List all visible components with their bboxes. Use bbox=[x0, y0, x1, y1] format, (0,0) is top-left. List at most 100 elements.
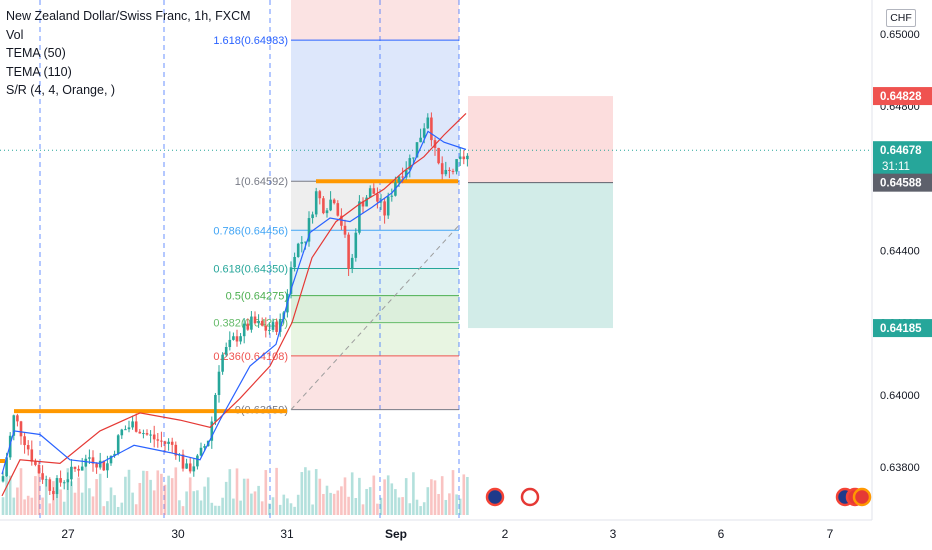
event-flag-icon-1 bbox=[520, 487, 540, 507]
volume-bar-75 bbox=[271, 497, 275, 515]
volume-bar-56 bbox=[203, 486, 206, 515]
legend-indicator-tema50[interactable]: TEMA (50) bbox=[6, 46, 66, 61]
candle-body-11 bbox=[41, 473, 44, 480]
candle-body-77 bbox=[278, 319, 282, 332]
candle-body-90 bbox=[325, 210, 329, 214]
candle-body-17 bbox=[62, 482, 66, 484]
volume-bar-42 bbox=[152, 490, 156, 515]
candle-body-97 bbox=[350, 257, 354, 269]
candle-body-73 bbox=[264, 325, 268, 331]
volume-bar-98 bbox=[354, 498, 358, 515]
candle-body-40 bbox=[145, 433, 149, 435]
volume-bar-18 bbox=[66, 468, 70, 515]
candle-body-98 bbox=[354, 232, 358, 258]
y-tick-3: 0.64400 bbox=[880, 245, 920, 257]
volume-bar-120 bbox=[433, 480, 437, 515]
volume-bar-53 bbox=[192, 491, 196, 515]
volume-bar-13 bbox=[48, 503, 52, 515]
volume-bar-91 bbox=[329, 492, 332, 515]
candle-body-48 bbox=[174, 444, 178, 456]
volume-bar-69 bbox=[250, 493, 253, 515]
candle-body-14 bbox=[52, 490, 55, 495]
volume-bar-1 bbox=[5, 471, 8, 515]
candle-body-93 bbox=[336, 203, 340, 216]
candle-body-12 bbox=[44, 479, 48, 481]
candle-body-33 bbox=[120, 429, 124, 436]
currency-button[interactable]: CHF bbox=[886, 9, 916, 27]
volume-bar-35 bbox=[127, 469, 131, 515]
candle-body-13 bbox=[48, 479, 52, 491]
volume-bar-8 bbox=[30, 497, 34, 515]
volume-bar-125 bbox=[451, 470, 455, 515]
candle-body-110 bbox=[397, 176, 401, 183]
candle-body-43 bbox=[156, 439, 160, 441]
volume-bar-9 bbox=[34, 476, 37, 515]
volume-bar-102 bbox=[368, 487, 372, 515]
candle-body-105 bbox=[379, 201, 383, 203]
price-label-2: 0.64588 bbox=[880, 178, 922, 190]
candle-body-16 bbox=[59, 478, 62, 483]
fib-zone-top-red bbox=[291, 0, 459, 41]
y-tick-6: 0.63800 bbox=[880, 462, 920, 474]
volume-bar-114 bbox=[412, 472, 415, 515]
candle-body-24 bbox=[88, 457, 91, 459]
candle-body-119 bbox=[430, 117, 433, 141]
candle-body-6 bbox=[23, 436, 26, 446]
position-target-zone bbox=[468, 182, 613, 329]
volume-bar-128 bbox=[462, 474, 466, 515]
volume-bar-26 bbox=[95, 479, 98, 515]
legend-indicator-sr[interactable]: S/R (4, 4, Orange, ) bbox=[6, 83, 116, 98]
candle-body-54 bbox=[196, 455, 199, 467]
volume-bar-116 bbox=[419, 506, 422, 515]
legend-indicator-vol[interactable]: Vol bbox=[6, 27, 24, 42]
candle-body-114 bbox=[412, 157, 415, 159]
volume-bar-81 bbox=[293, 506, 296, 515]
volume-bar-66 bbox=[239, 500, 242, 515]
price-label-bg-1 bbox=[873, 141, 932, 176]
y-tick-5: 0.64000 bbox=[880, 390, 920, 402]
event-flag-circle-1 bbox=[520, 487, 540, 507]
candle-body-4 bbox=[16, 415, 19, 422]
candle-body-100 bbox=[361, 201, 365, 207]
volume-bar-37 bbox=[134, 504, 138, 515]
volume-bar-58 bbox=[210, 502, 214, 515]
volume-bar-124 bbox=[448, 493, 451, 515]
candle-body-115 bbox=[415, 142, 419, 158]
volume-bar-41 bbox=[149, 479, 152, 515]
candle-body-116 bbox=[419, 137, 422, 143]
volume-bar-89 bbox=[322, 493, 325, 515]
volume-bar-6 bbox=[23, 499, 26, 515]
volume-bar-11 bbox=[41, 497, 44, 515]
candle-body-99 bbox=[358, 201, 361, 233]
candle-body-101 bbox=[365, 197, 368, 207]
volume-bar-73 bbox=[264, 470, 268, 515]
candle-body-104 bbox=[376, 193, 379, 202]
candle-body-127 bbox=[458, 156, 462, 160]
fib-label-6: 0.236(0.64108) bbox=[213, 351, 288, 363]
volume-bar-12 bbox=[44, 480, 48, 515]
volume-bar-52 bbox=[188, 477, 192, 515]
candle-body-61 bbox=[221, 354, 224, 372]
tema110-line bbox=[1, 112, 467, 497]
x-tick-6: 6 bbox=[718, 527, 725, 541]
volume-bar-71 bbox=[257, 485, 260, 515]
candle-body-125 bbox=[451, 170, 455, 172]
candle-body-89 bbox=[322, 198, 325, 214]
legend-indicator-tema110[interactable]: TEMA (110) bbox=[6, 64, 72, 79]
candle-body-10 bbox=[37, 464, 41, 474]
candle-body-36 bbox=[131, 421, 134, 428]
event-flag-icon-4 bbox=[852, 487, 872, 507]
volume-bar-110 bbox=[397, 497, 401, 515]
candle-body-108 bbox=[390, 195, 394, 197]
volume-bar-29 bbox=[106, 501, 109, 515]
tema50-line bbox=[1, 130, 467, 475]
candle-body-71 bbox=[257, 320, 260, 324]
volume-bar-59 bbox=[214, 505, 217, 515]
candle-body-15 bbox=[55, 478, 59, 495]
volume-bar-123 bbox=[444, 499, 448, 515]
candle-body-30 bbox=[109, 455, 113, 464]
volume-bar-38 bbox=[138, 482, 142, 515]
volume-bar-10 bbox=[37, 469, 41, 515]
volume-bar-28 bbox=[102, 506, 106, 515]
